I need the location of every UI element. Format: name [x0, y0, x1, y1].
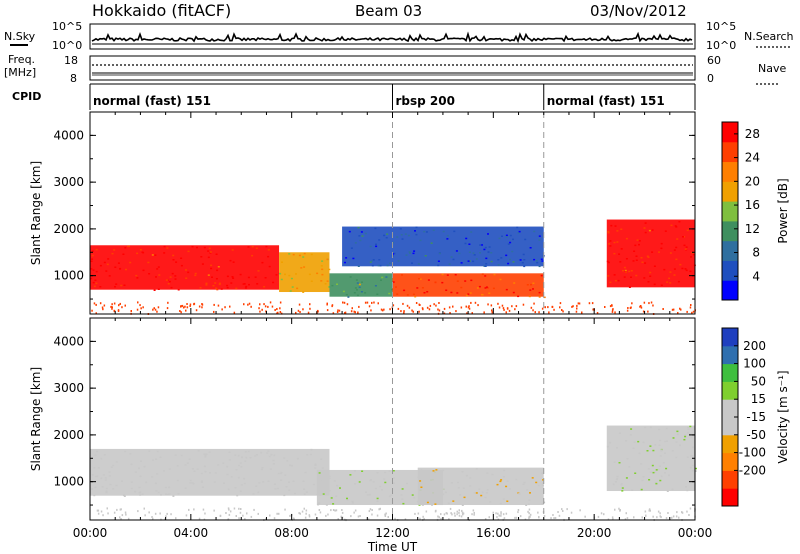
- x-tick-label: 00:00: [73, 526, 108, 540]
- colorbar-swatch: [722, 161, 738, 182]
- cpid-panel: CPID normal (fast) 151 rbsp 200 normal (fa…: [12, 83, 696, 110]
- y-tick-label: 3000: [53, 381, 84, 395]
- colorbar-tick-label: -15: [746, 410, 766, 424]
- x-tick-label: 00:00: [678, 526, 713, 540]
- cpid-segment-label: normal (fast) 151: [93, 94, 211, 108]
- colorbar-swatch: [722, 434, 738, 454]
- y-tick-label: 1000: [53, 269, 84, 283]
- heatmap-region: [417, 467, 544, 506]
- nsky-panel: N.Sky 10^5 10^0 10^5 10^0 N.Search: [4, 20, 794, 52]
- colorbar-swatch: [722, 452, 738, 471]
- heatmap-region: [329, 273, 393, 297]
- colorbar-tick-label: -100: [739, 446, 766, 460]
- beam-title: Beam 03: [355, 2, 422, 20]
- station-title: Hokkaido (fitACF): [92, 1, 231, 20]
- y-tick-label: 2000: [53, 428, 84, 442]
- colorbar-label: Velocity [m s⁻¹]: [776, 370, 790, 463]
- colorbar-swatch: [722, 122, 738, 143]
- x-tick-label: 04:00: [174, 526, 209, 540]
- colorbar-swatch: [722, 201, 738, 222]
- date-title: 03/Nov/2012: [590, 2, 687, 20]
- colorbar-tick-label: 100: [743, 357, 766, 371]
- colorbar-tick-label: 8: [752, 246, 760, 260]
- cpid-label: CPID: [12, 90, 41, 103]
- freq-label-line2: [MHz]: [4, 66, 36, 79]
- colorbar-tick-label: 12: [745, 222, 760, 236]
- colorbar-swatch: [722, 141, 738, 163]
- colorbar-swatch: [722, 381, 738, 400]
- nave-tick-top: 60: [707, 54, 721, 67]
- nsearch-label: N.Search: [744, 30, 794, 43]
- x-axis-label: Time UT: [367, 540, 418, 554]
- x-tick-label: 20:00: [577, 526, 612, 540]
- y-axis-label: Slant Range [km]: [29, 367, 43, 471]
- colorbar-label: Power [dB]: [776, 178, 790, 243]
- freq-tick-bottom: 8: [70, 72, 77, 85]
- colorbar-swatch: [722, 280, 738, 301]
- colorbar-tick-label: 28: [745, 127, 760, 141]
- colorbar-swatch: [722, 220, 738, 242]
- nave-label: Nave: [758, 62, 786, 75]
- colorbar-swatch: [722, 417, 738, 436]
- colorbar-swatch: [722, 399, 738, 418]
- colorbar-tick-label: -200: [739, 463, 766, 477]
- colorbar-swatch: [722, 363, 738, 382]
- colorbar-tick-label: 200: [743, 339, 766, 353]
- y-tick-label: 1000: [53, 475, 84, 489]
- colorbar-swatch: [722, 240, 738, 261]
- heatmap-region: [392, 273, 544, 297]
- y-tick-label: 4000: [53, 334, 84, 348]
- colorbar-tick-label: 4: [752, 269, 760, 283]
- x-tick-label: 12:00: [375, 526, 410, 540]
- heatmap-region: [279, 252, 330, 293]
- freq-tick-top: 18: [64, 54, 78, 67]
- colorbar-tick-label: -50: [746, 428, 766, 442]
- power-chart: 1000 2000 3000 4000 Slant Range [km]: [29, 111, 696, 315]
- colorbar-swatch: [722, 260, 738, 281]
- nsky-tick-bottom: 10^0: [52, 39, 82, 52]
- colorbar: 4 8 12 16 20 24 28 Power [dB]: [721, 121, 790, 301]
- colorbar-swatch: [722, 488, 738, 507]
- heatmap-region: [606, 425, 695, 492]
- nsearch-tick-top: 10^5: [706, 20, 736, 33]
- nsearch-tick-bottom: 10^0: [706, 39, 736, 52]
- freq-label-line1: Freq.: [8, 53, 35, 66]
- y-tick-label: 2000: [53, 222, 84, 236]
- colorbar-tick-label: 16: [745, 198, 760, 212]
- colorbar-tick-label: 50: [751, 374, 766, 388]
- x-tick-label: 08:00: [274, 526, 309, 540]
- colorbar: 200 100 50 15 -15 -50 -100 -200 Velocity [m s⁻¹]: [721, 327, 790, 507]
- freq-panel: Freq. [MHz] 18 8 60 0 Nave: [4, 53, 786, 85]
- y-axis-label: Slant Range [km]: [29, 161, 43, 265]
- nave-tick-bottom: 0: [707, 72, 714, 85]
- colorbar-tick-label: 20: [745, 174, 760, 188]
- nsky-label: N.Sky: [4, 30, 36, 43]
- nsky-trace: [91, 31, 693, 44]
- colorbar-tick-label: 15: [751, 392, 766, 406]
- heatmap-region: [90, 245, 280, 290]
- colorbar-swatch: [722, 328, 738, 347]
- velocity-chart: 1000 2000 3000 4000 Slant Range [km]: [29, 317, 697, 522]
- colorbar-swatch: [722, 345, 738, 365]
- colorbar-tick-label: 24: [745, 151, 760, 165]
- y-tick-label: 3000: [53, 175, 84, 189]
- x-tick-label: 16:00: [476, 526, 511, 540]
- y-tick-label: 4000: [53, 128, 84, 142]
- colorbar-swatch: [722, 181, 738, 202]
- cpid-segment-label: rbsp 200: [396, 94, 455, 108]
- colorbar-swatch: [722, 470, 738, 489]
- nsky-tick-top: 10^5: [52, 20, 82, 33]
- cpid-segment-label: normal (fast) 151: [547, 94, 665, 108]
